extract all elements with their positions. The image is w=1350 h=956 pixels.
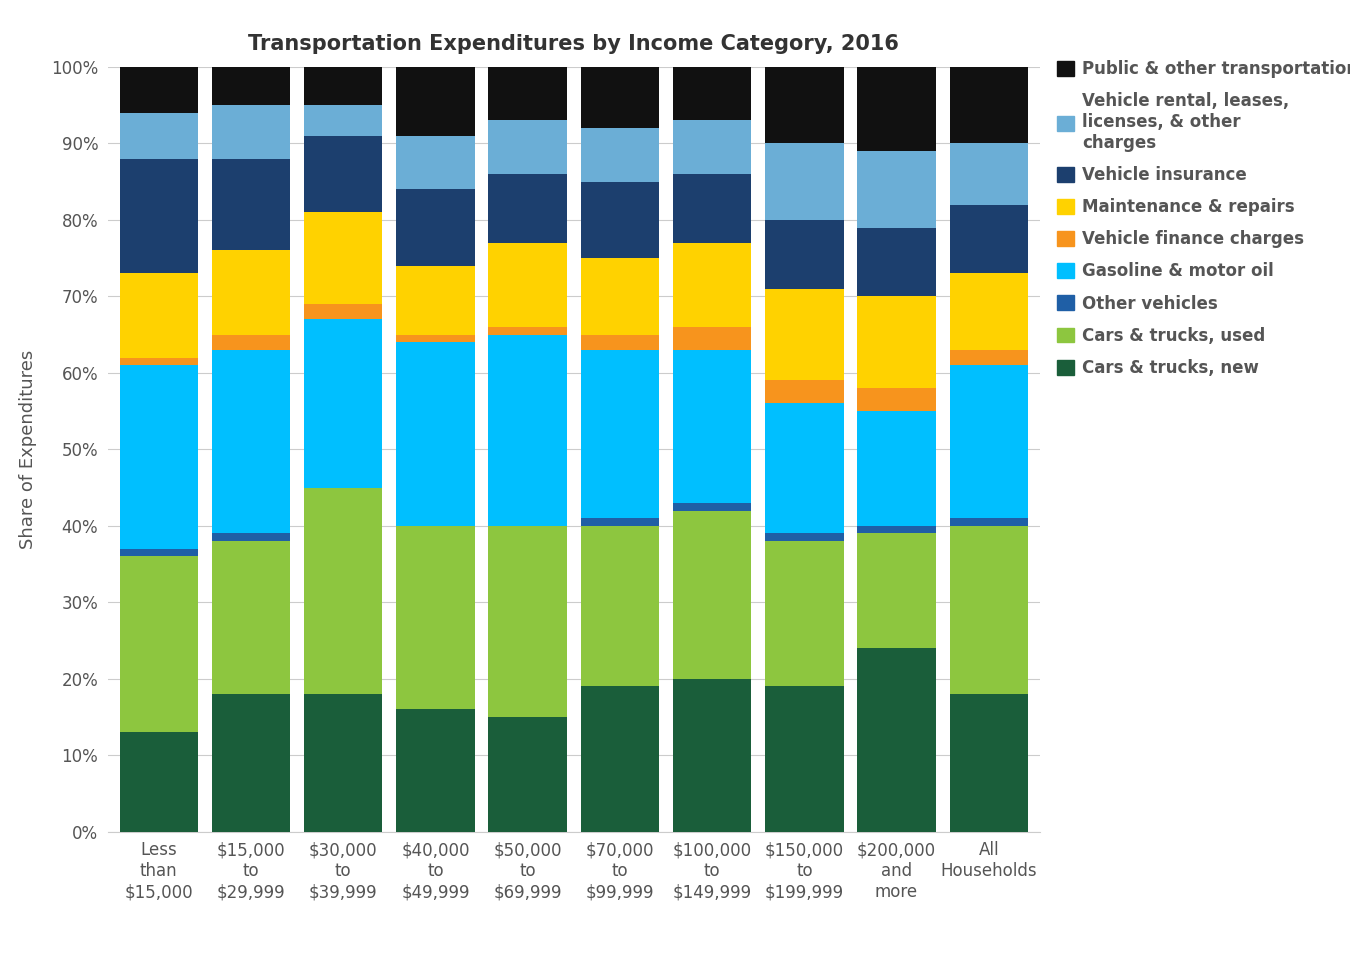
- Bar: [489, 243, 567, 327]
- Bar: [672, 350, 752, 503]
- Bar: [120, 67, 198, 113]
- Bar: [949, 694, 1027, 832]
- Y-axis label: Share of Expenditures: Share of Expenditures: [19, 350, 38, 549]
- Bar: [949, 350, 1027, 365]
- Bar: [857, 533, 936, 648]
- Bar: [765, 289, 844, 380]
- Bar: [949, 365, 1027, 518]
- Bar: [212, 541, 290, 694]
- Bar: [672, 243, 752, 327]
- Bar: [489, 174, 567, 243]
- Bar: [857, 296, 936, 388]
- Bar: [765, 143, 844, 220]
- Bar: [857, 526, 936, 533]
- Bar: [304, 105, 382, 136]
- Bar: [489, 327, 567, 335]
- Bar: [857, 388, 936, 411]
- Bar: [949, 205, 1027, 273]
- Bar: [949, 518, 1027, 526]
- Bar: [120, 732, 198, 832]
- Bar: [489, 120, 567, 174]
- Bar: [489, 526, 567, 717]
- Bar: [949, 67, 1027, 143]
- Bar: [304, 67, 382, 105]
- Bar: [304, 212, 382, 304]
- Bar: [580, 350, 659, 518]
- Bar: [765, 380, 844, 403]
- Legend: Public & other transportation, Vehicle rental, leases,
licenses, & other
charges: Public & other transportation, Vehicle r…: [1057, 60, 1350, 377]
- Title: Transportation Expenditures by Income Category, 2016: Transportation Expenditures by Income Ca…: [248, 34, 899, 54]
- Bar: [212, 533, 290, 541]
- Bar: [765, 533, 844, 541]
- Bar: [672, 120, 752, 174]
- Bar: [580, 128, 659, 182]
- Bar: [672, 679, 752, 832]
- Bar: [304, 319, 382, 488]
- Bar: [857, 411, 936, 526]
- Bar: [396, 335, 475, 342]
- Bar: [396, 266, 475, 335]
- Bar: [580, 335, 659, 350]
- Bar: [949, 273, 1027, 350]
- Bar: [304, 136, 382, 212]
- Bar: [212, 105, 290, 159]
- Bar: [396, 189, 475, 266]
- Bar: [120, 365, 198, 549]
- Bar: [212, 335, 290, 350]
- Bar: [765, 686, 844, 832]
- Bar: [396, 67, 475, 136]
- Bar: [120, 556, 198, 732]
- Bar: [672, 511, 752, 679]
- Bar: [396, 709, 475, 832]
- Bar: [212, 159, 290, 250]
- Bar: [212, 694, 290, 832]
- Bar: [857, 151, 936, 228]
- Bar: [949, 143, 1027, 205]
- Bar: [120, 358, 198, 365]
- Bar: [489, 335, 567, 526]
- Bar: [857, 648, 936, 832]
- Bar: [765, 220, 844, 289]
- Bar: [672, 503, 752, 511]
- Bar: [304, 694, 382, 832]
- Bar: [580, 67, 659, 128]
- Bar: [120, 113, 198, 159]
- Bar: [672, 67, 752, 120]
- Bar: [580, 182, 659, 258]
- Bar: [857, 67, 936, 151]
- Bar: [120, 549, 198, 556]
- Bar: [489, 67, 567, 120]
- Bar: [396, 342, 475, 526]
- Bar: [672, 174, 752, 243]
- Bar: [857, 228, 936, 296]
- Bar: [580, 518, 659, 526]
- Bar: [672, 327, 752, 350]
- Bar: [304, 304, 382, 319]
- Bar: [120, 159, 198, 273]
- Bar: [765, 67, 844, 143]
- Bar: [580, 526, 659, 686]
- Bar: [396, 526, 475, 709]
- Bar: [212, 250, 290, 335]
- Bar: [765, 541, 844, 686]
- Bar: [304, 488, 382, 694]
- Bar: [949, 526, 1027, 694]
- Bar: [489, 717, 567, 832]
- Bar: [396, 136, 475, 189]
- Bar: [212, 350, 290, 533]
- Bar: [765, 403, 844, 533]
- Bar: [212, 67, 290, 105]
- Bar: [580, 686, 659, 832]
- Bar: [580, 258, 659, 335]
- Bar: [120, 273, 198, 358]
